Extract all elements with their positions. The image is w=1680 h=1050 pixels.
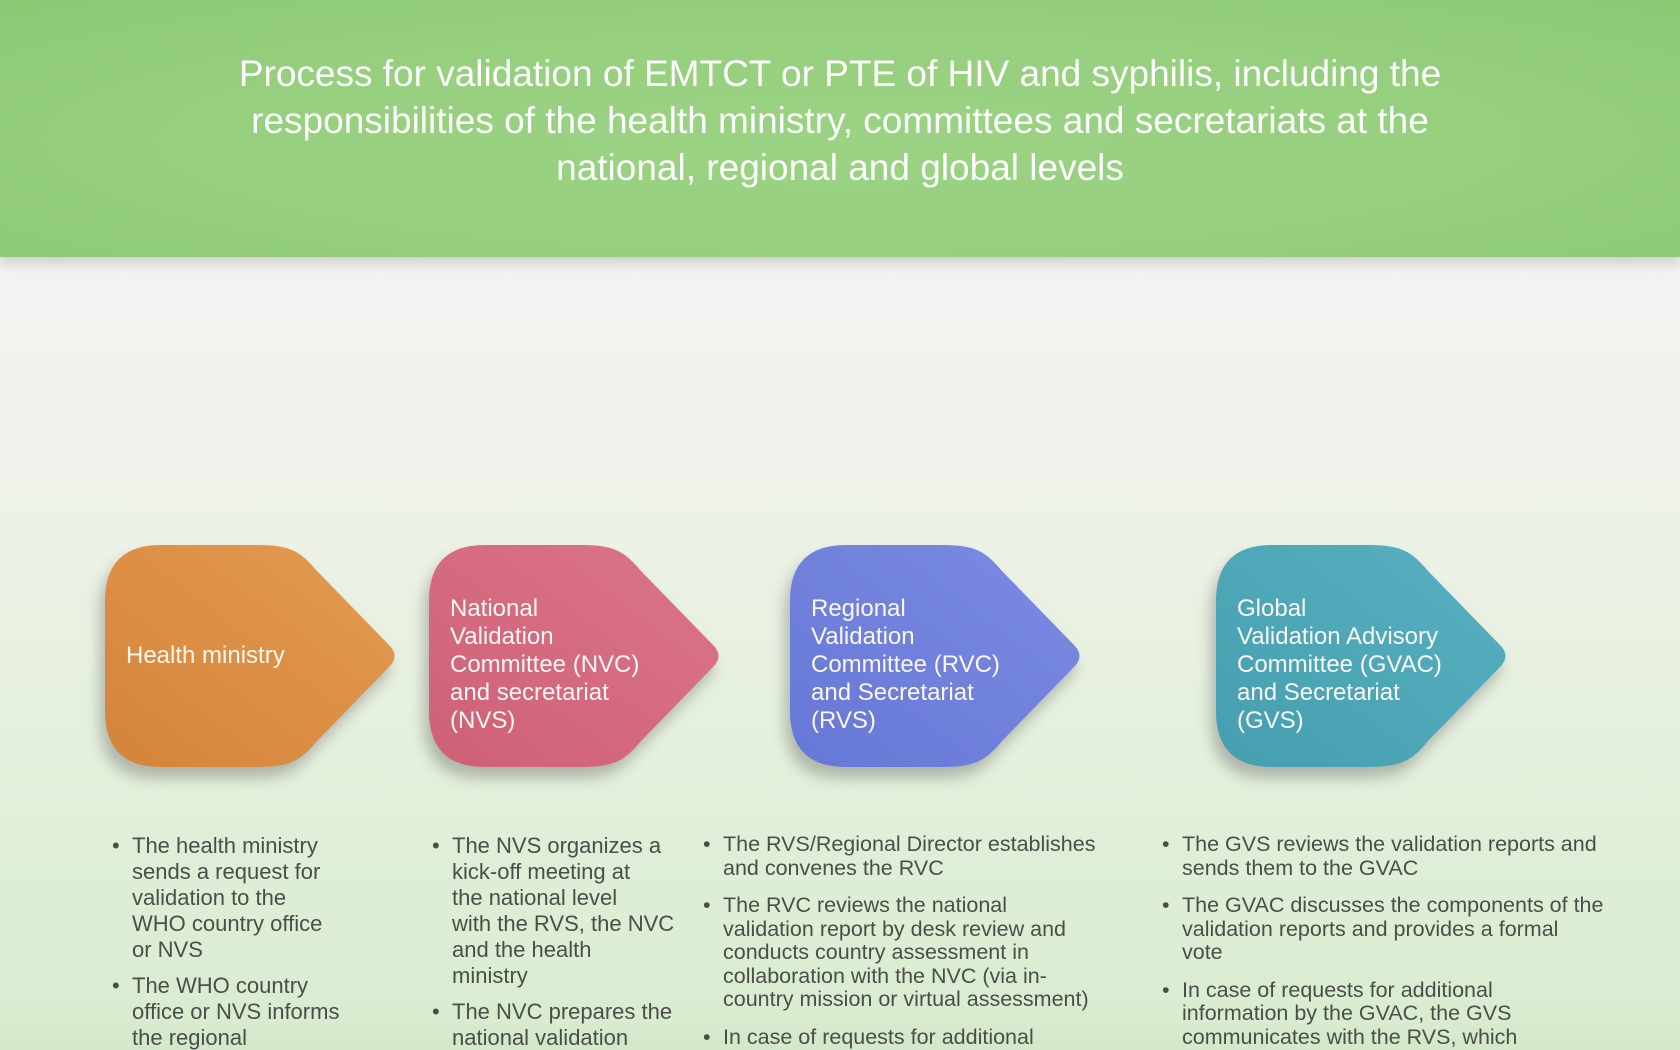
arrow-shape-rvc-rvs — [790, 545, 1080, 767]
bullet-list-rvc-rvs: The RVS/Regional Director establishes an… — [701, 832, 1151, 1050]
bullet-list-nvc-nvs: The NVS organizes a kick-off meeting at … — [430, 833, 715, 1050]
bullet-item: In case of requests for additional infor… — [1160, 978, 1660, 1050]
bullet-item: The RVC reviews the national validation … — [701, 893, 1151, 1012]
stage-label-nvc-nvs: National Validation Committee (NVC) and … — [450, 595, 640, 734]
bullet-list-health-ministry: The health ministry sends a request for … — [110, 833, 395, 1050]
page-title: Process for validation of EMTCT or PTE o… — [238, 53, 1442, 188]
bullet-item: The RVS/Regional Director establishes an… — [701, 832, 1151, 880]
stage-label-gvac-gvs: Global Validation Advisory Committee (GV… — [1237, 595, 1442, 734]
bullet-item: The NVC prepares the national validation… — [430, 999, 715, 1050]
bullet-item: In case of requests for additional infor… — [701, 1025, 1151, 1050]
stage-label-rvc-rvs: Regional Validation Committee (RVC) and … — [811, 595, 1000, 734]
bullet-item: The GVS reviews the validation reports a… — [1160, 832, 1660, 880]
stage-health-ministry: Health ministry — [105, 545, 400, 767]
stage-label-health-ministry: Health ministry — [126, 642, 285, 669]
bullet-item: The WHO country office or NVS informs th… — [110, 973, 395, 1050]
bullet-list-gvac-gvs: The GVS reviews the validation reports a… — [1160, 832, 1660, 1050]
bullet-item: The health ministry sends a request for … — [110, 833, 395, 963]
arrow-shape-nvc-nvs — [429, 545, 719, 767]
bullet-item: The NVS organizes a kick-off meeting at … — [430, 833, 715, 989]
stage-gvac-gvs: Global Validation Advisory Committee (GV… — [1216, 545, 1511, 767]
header-banner: Process for validation of EMTCT or PTE o… — [0, 0, 1680, 257]
stage-nvc-nvs: National Validation Committee (NVC) and … — [429, 545, 724, 767]
bullet-item: The GVAC discusses the components of the… — [1160, 893, 1660, 965]
arrow-shape-gvac-gvs — [1216, 545, 1506, 767]
stage-rvc-rvs: Regional Validation Committee (RVC) and … — [790, 545, 1085, 767]
arrow-shape-health-ministry — [105, 545, 395, 767]
content-background: Health ministry National Validation Comm… — [0, 257, 1680, 1050]
